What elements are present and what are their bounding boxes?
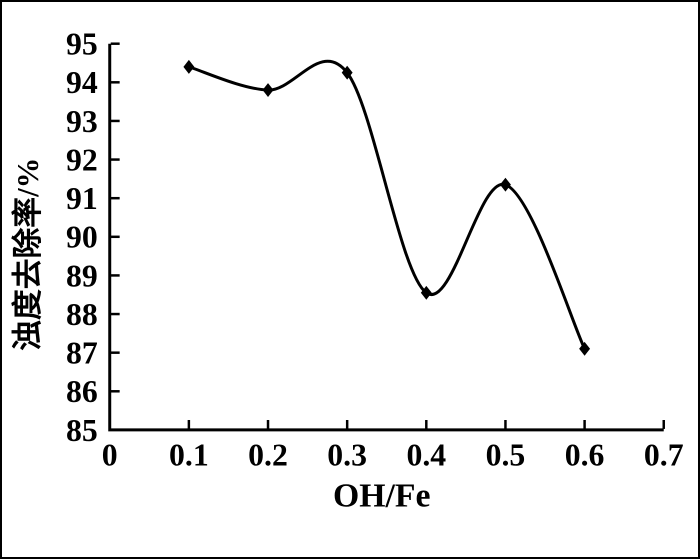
y-tick-label: 95 <box>66 27 98 62</box>
x-tick-label: 0.1 <box>169 438 209 473</box>
y-tick-label: 93 <box>66 104 98 139</box>
x-axis-title: OH/Fe <box>333 477 430 514</box>
y-tick-label: 88 <box>66 297 98 332</box>
axis-spines <box>108 43 664 432</box>
series-curve <box>187 59 587 351</box>
x-tick-label: 0.6 <box>565 438 605 473</box>
x-tick-label: 0.2 <box>248 438 288 473</box>
data-point-marker <box>262 83 274 97</box>
axes <box>108 42 665 432</box>
x-tick-label: 0 <box>102 438 118 473</box>
y-tick-label: 87 <box>66 336 98 371</box>
x-tick-label: 0.5 <box>486 438 526 473</box>
y-tick-label: 90 <box>66 220 98 255</box>
y-tick-label: 92 <box>66 142 98 177</box>
y-tick-label: 94 <box>66 65 98 100</box>
data-point-marker <box>183 59 195 74</box>
y-tick-label: 86 <box>66 374 98 409</box>
data-point-marker <box>579 341 591 356</box>
y-axis-title: 浊度去除率/% <box>10 158 45 351</box>
data-point-marker <box>499 177 511 192</box>
x-tick-label: 0.4 <box>406 438 446 473</box>
x-tick-label: 0.7 <box>644 438 684 473</box>
data-point-marker <box>341 65 353 80</box>
x-tick-label: 0.3 <box>327 438 367 473</box>
y-tick-label: 85 <box>66 413 98 448</box>
y-tick-label: 89 <box>66 258 98 293</box>
data-series-turbidity-removal <box>183 59 591 356</box>
y-tick-label: 91 <box>66 181 98 216</box>
